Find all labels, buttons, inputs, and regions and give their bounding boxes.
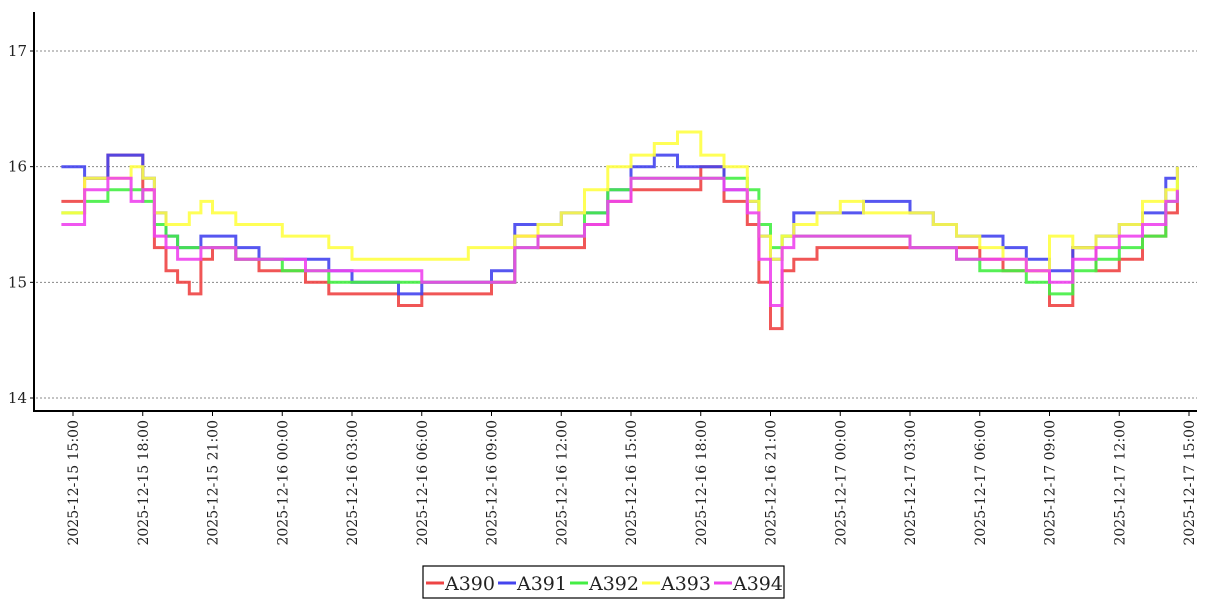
x-tick-label: 2025-12-16 06:00 — [415, 420, 431, 546]
x-tick-label: 2025-12-15 18:00 — [136, 420, 152, 546]
y-tick-label: 16 — [8, 158, 27, 176]
x-tick-label: 2025-12-16 15:00 — [624, 420, 640, 546]
legend-label-a394: A394 — [732, 573, 783, 595]
x-tick-label: 2025-12-16 18:00 — [694, 420, 710, 546]
legend-label-a390: A390 — [444, 573, 495, 595]
x-tick-label: 2025-12-15 21:00 — [206, 420, 222, 546]
series-lines — [61, 130, 1179, 331]
series-line-a390 — [61, 153, 1179, 331]
x-tick-label: 2025-12-17 15:00 — [1182, 420, 1198, 546]
legend: A390 A391 A392 A393 A394 — [422, 565, 785, 599]
x-tick-label: 2025-12-17 09:00 — [1043, 420, 1059, 546]
gridlines — [36, 50, 1197, 399]
y-tick-label: 14 — [8, 389, 27, 407]
series-line-a391 — [61, 153, 1179, 296]
x-tick-label: 2025-12-17 06:00 — [973, 420, 989, 546]
y-axis-ticks: 14 15 16 17 — [8, 42, 34, 407]
x-tick-label: 2025-12-16 03:00 — [345, 420, 361, 546]
series-line-a394 — [61, 176, 1179, 307]
x-tick-label: 2025-12-17 03:00 — [903, 420, 919, 546]
x-tick-label: 2025-12-16 09:00 — [485, 420, 501, 546]
legend-label-a391: A391 — [516, 573, 567, 595]
y-tick-label: 17 — [8, 42, 27, 60]
legend-label-a392: A392 — [588, 573, 639, 595]
x-tick-label: 2025-12-17 00:00 — [833, 420, 849, 546]
x-axis-ticks: 2025-12-15 15:00 2025-12-15 18:00 2025-12-… — [66, 411, 1198, 546]
legend-label-a393: A393 — [660, 573, 711, 595]
x-tick-label: 2025-12-16 00:00 — [275, 420, 291, 546]
x-tick-label: 2025-12-16 21:00 — [764, 420, 780, 546]
x-tick-label: 2025-12-17 12:00 — [1112, 420, 1128, 546]
x-tick-label: 2025-12-16 12:00 — [554, 420, 570, 546]
y-tick-label: 15 — [8, 273, 27, 291]
x-tick-label: 2025-12-15 15:00 — [66, 420, 82, 546]
series-line-a393 — [61, 130, 1179, 273]
